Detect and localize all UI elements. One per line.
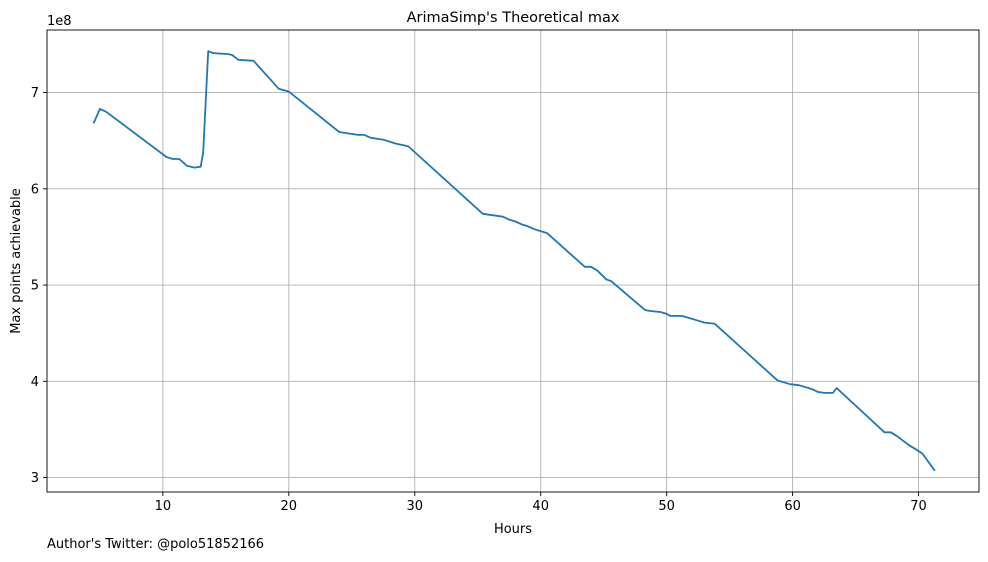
- x-tick-label: 20: [281, 499, 298, 514]
- x-axis-label: Hours: [494, 522, 532, 537]
- y-tick-label: 4: [31, 375, 39, 390]
- y-axis-label: Max points achievable: [9, 188, 24, 334]
- x-tick-label: 30: [406, 499, 423, 514]
- y-tick-label: 3: [31, 471, 39, 486]
- x-tick-label: 70: [910, 499, 927, 514]
- grid-lines: [47, 30, 979, 492]
- y-tick-label: 5: [31, 279, 39, 294]
- series-line: [92, 50, 936, 472]
- y-axis: 3 4 5 6 7: [31, 86, 47, 486]
- y-tick-label: 6: [31, 182, 39, 197]
- x-tick-label: 10: [155, 499, 172, 514]
- x-tick-label: 60: [784, 499, 801, 514]
- x-axis: 10 20 30 40 50 60 70: [155, 492, 927, 514]
- chart-title: ArimaSimp's Theoretical max: [407, 10, 620, 26]
- author-twitter-note: Author's Twitter: @polo51852166: [47, 537, 265, 552]
- plot-frame: [46, 29, 980, 493]
- y-axis-scale-label: 1e8: [47, 14, 72, 29]
- y-tick-label: 7: [31, 86, 39, 101]
- x-tick-label: 50: [658, 499, 675, 514]
- x-tick-label: 40: [532, 499, 549, 514]
